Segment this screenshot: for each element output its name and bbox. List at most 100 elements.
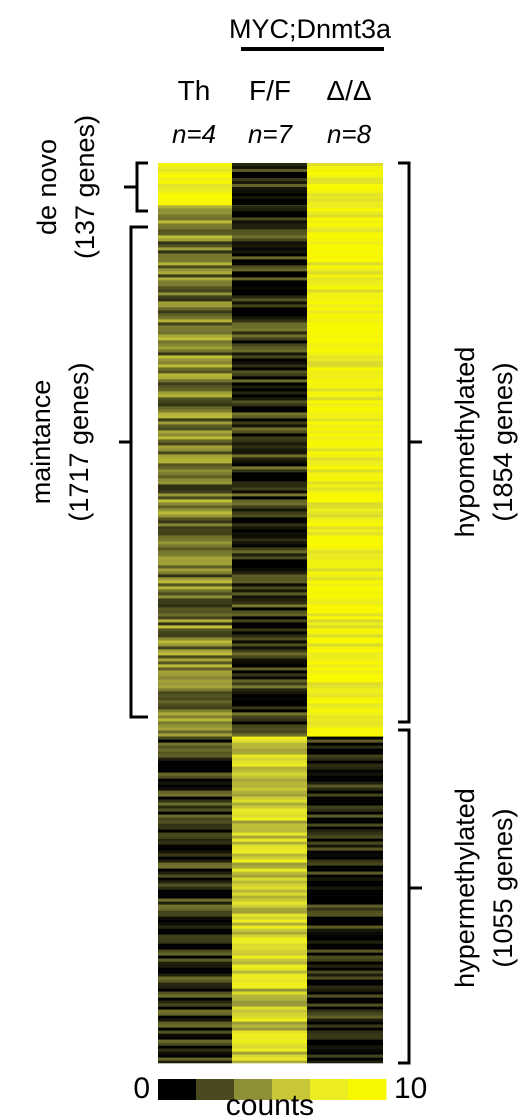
heatmap-cell	[307, 886, 383, 890]
heatmap-cell	[307, 187, 383, 191]
heatmap-cell	[158, 790, 232, 794]
heatmap-cell	[158, 943, 232, 947]
heatmap-cell	[232, 793, 307, 797]
heatmap-cell	[307, 349, 383, 353]
heatmap-cell	[158, 550, 232, 554]
heatmap-cell	[158, 865, 232, 869]
heatmap-cell	[158, 751, 232, 755]
heatmap-cell	[307, 217, 383, 221]
heatmap-cell	[232, 469, 307, 473]
heatmap-cell	[307, 979, 383, 983]
heatmap-cell	[307, 817, 383, 821]
heatmap-cell	[232, 253, 307, 257]
heatmap-grid	[158, 163, 383, 1064]
heatmap-cell	[232, 169, 307, 173]
heatmap-cell	[232, 985, 307, 989]
heatmap-cell	[307, 301, 383, 305]
heatmap-cell	[158, 556, 232, 560]
heatmap-cell	[158, 427, 232, 431]
heatmap-cell	[158, 805, 232, 809]
heatmap-cell	[158, 328, 232, 332]
heatmap-cell	[158, 385, 232, 389]
heatmap-cell	[307, 424, 383, 428]
heatmap-cell	[158, 358, 232, 362]
heatmap-cell	[307, 874, 383, 878]
heatmap-cell	[307, 982, 383, 986]
heatmap-cell	[158, 163, 232, 167]
heatmap-cell	[158, 454, 232, 458]
heatmap-cell	[232, 799, 307, 803]
heatmap-cell	[232, 601, 307, 605]
heatmap-cell	[307, 649, 383, 653]
heatmap-cell	[158, 544, 232, 548]
heatmap-cell	[232, 292, 307, 296]
heatmap-cell	[232, 631, 307, 635]
heatmap-cell	[158, 739, 232, 743]
heatmap-cell	[307, 430, 383, 434]
heatmap-cell	[307, 973, 383, 977]
heatmap-cell	[307, 241, 383, 245]
heatmap-cell	[307, 913, 383, 917]
heatmap-cell	[232, 373, 307, 377]
heatmap-cell	[232, 1060, 307, 1064]
heatmap-cell	[232, 511, 307, 515]
heatmap-cell	[232, 595, 307, 599]
heatmap-cell	[307, 844, 383, 848]
heatmap-cell	[158, 862, 232, 866]
heatmap-cell	[307, 199, 383, 203]
heatmap-cell	[307, 433, 383, 437]
heatmap-cell	[307, 415, 383, 419]
heatmap-cell	[158, 268, 232, 272]
heatmap-cell	[232, 991, 307, 995]
heatmap-cell	[158, 586, 232, 590]
heatmap-cell	[158, 307, 232, 311]
heatmap-cell	[232, 979, 307, 983]
heatmap-cell	[307, 445, 383, 449]
heatmap-cell	[232, 454, 307, 458]
heatmap-cell	[307, 478, 383, 482]
heatmap-cell	[307, 622, 383, 626]
heatmap-cell	[158, 892, 232, 896]
heatmap-cell	[232, 622, 307, 626]
heatmap-cell	[158, 928, 232, 932]
heatmap-cell	[158, 817, 232, 821]
heatmap-cell	[307, 682, 383, 686]
heatmap-cell	[158, 859, 232, 863]
heatmap-cell	[232, 760, 307, 764]
heatmap-cell	[158, 658, 232, 662]
heatmap-cell	[307, 298, 383, 302]
heatmap-cell	[158, 745, 232, 749]
heatmap-cell	[307, 730, 383, 734]
heatmap-cell	[232, 517, 307, 521]
heatmap-cell	[307, 277, 383, 281]
heatmap-cell	[158, 499, 232, 503]
heatmap-cell	[232, 844, 307, 848]
heatmap-cell	[158, 448, 232, 452]
heatmap-cell	[307, 703, 383, 707]
heatmap-cell	[307, 865, 383, 869]
heatmap-cell	[232, 1045, 307, 1049]
heatmap-cell	[158, 760, 232, 764]
heatmap-cell	[307, 904, 383, 908]
heatmap-cell	[158, 574, 232, 578]
heatmap-cell	[158, 949, 232, 953]
label-hypermethylated-count: (1055 genes)	[488, 808, 518, 967]
heatmap-cell	[158, 181, 232, 185]
heatmap-cell	[158, 442, 232, 446]
heatmap-cell	[158, 772, 232, 776]
heatmap-cell	[307, 709, 383, 713]
heatmap-cell	[307, 799, 383, 803]
heatmap-cell	[158, 631, 232, 635]
heatmap-cell	[158, 493, 232, 497]
heatmap-cell	[232, 886, 307, 890]
heatmap-cell	[232, 1021, 307, 1025]
color-scale-segment	[196, 1079, 235, 1100]
heatmap-cell	[307, 454, 383, 458]
heatmap-cell	[307, 523, 383, 527]
heatmap-cell	[232, 286, 307, 290]
heatmap-cell	[307, 940, 383, 944]
heatmap-cell	[232, 424, 307, 428]
heatmap-cell	[158, 229, 232, 233]
heatmap-cell	[307, 460, 383, 464]
heatmap-cell	[232, 1042, 307, 1046]
